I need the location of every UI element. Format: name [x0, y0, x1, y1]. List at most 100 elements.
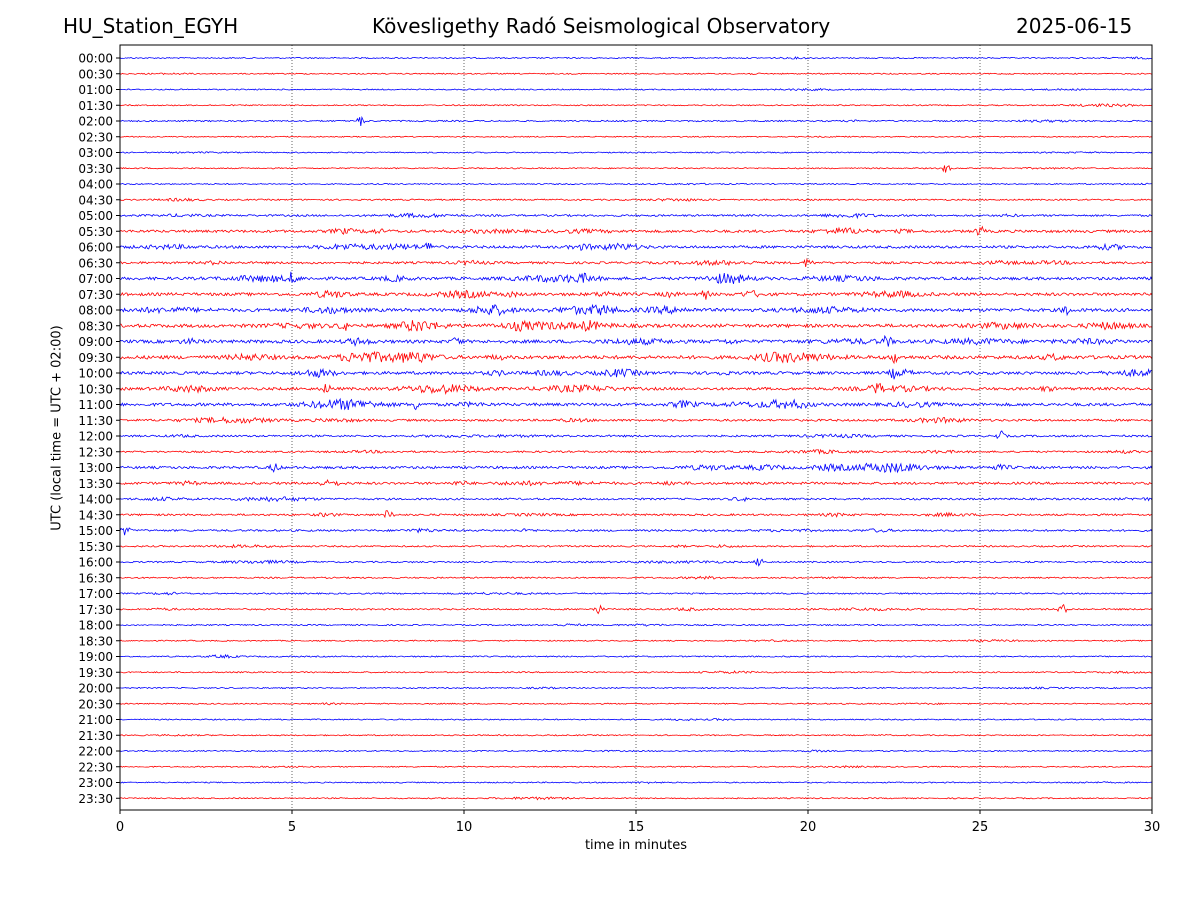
- trace-2030: [119, 702, 1153, 706]
- y-tick-label: 17:00: [78, 587, 113, 601]
- y-tick-label: 12:00: [78, 430, 113, 444]
- x-tick-label: 0: [116, 820, 124, 835]
- y-tick-label: 10:30: [78, 382, 113, 396]
- y-tick-label: 23:00: [78, 776, 113, 790]
- y-tick-label: 21:30: [78, 729, 113, 743]
- y-tick-label: 15:00: [78, 524, 113, 538]
- y-tick-label: 01:00: [78, 83, 113, 97]
- y-tick-label: 04:30: [78, 193, 113, 207]
- trace-0900: [119, 334, 1153, 347]
- trace-0300: [119, 151, 1153, 154]
- y-tick-label: 02:00: [78, 115, 113, 129]
- y-tick-label: 11:30: [78, 414, 113, 428]
- trace-1430: [119, 510, 1153, 519]
- y-tick-label: 22:30: [78, 760, 113, 774]
- y-tick-label: 05:30: [78, 225, 113, 239]
- x-tick-label: 5: [288, 820, 296, 835]
- trace-0800: [119, 303, 1153, 317]
- trace-1900: [119, 653, 1153, 659]
- y-tick-label: 00:30: [78, 67, 113, 81]
- trace-1930: [120, 670, 1153, 674]
- trace-0700: [119, 271, 1153, 285]
- x-axis-label: time in minutes: [584, 838, 688, 853]
- trace-0830: [120, 319, 1153, 333]
- station-label: HU_Station_EGYH: [63, 14, 239, 38]
- y-tick-label: 03:30: [78, 162, 113, 176]
- y-tick-label: 08:00: [78, 304, 113, 318]
- y-tick-label: 14:00: [78, 493, 113, 507]
- trace-2330: [119, 796, 1153, 801]
- trace-1730: [119, 603, 1153, 615]
- trace-0430: [119, 197, 1153, 202]
- trace-0600: [119, 242, 1153, 251]
- trace-0500: [119, 212, 1153, 220]
- y-tick-label: 12:30: [78, 445, 113, 459]
- y-tick-label: 10:00: [78, 367, 113, 381]
- y-tick-label: 17:30: [78, 603, 113, 617]
- trace-1000: [119, 367, 1153, 380]
- trace-1300: [119, 462, 1153, 474]
- y-tick-label: 11:00: [78, 398, 113, 412]
- y-tick-label: 13:30: [78, 477, 113, 491]
- trace-2200: [119, 749, 1153, 753]
- trace-1830: [119, 638, 1153, 643]
- y-tick-label: 03:00: [78, 146, 113, 160]
- y-tick-label: 23:30: [78, 792, 113, 806]
- trace-0530: [119, 225, 1153, 236]
- y-tick-label: 18:00: [78, 619, 113, 633]
- seismic-traces: [119, 56, 1153, 801]
- y-tick-label: 14:30: [78, 508, 113, 522]
- trace-0100: [119, 87, 1153, 92]
- trace-0400: [119, 182, 1153, 186]
- x-tick-label: 20: [800, 820, 817, 835]
- trace-0930: [119, 350, 1153, 365]
- date-label: 2025-06-15: [1016, 14, 1133, 38]
- trace-0330: [119, 165, 1153, 173]
- y-tick-label: 05:00: [78, 209, 113, 223]
- y-tick-label: 21:00: [78, 713, 113, 727]
- x-tick-label: 15: [628, 820, 645, 835]
- trace-1530: [119, 543, 1153, 549]
- trace-2130: [119, 733, 1153, 737]
- trace-0030: [119, 72, 1153, 76]
- y-tick-label: 08:30: [78, 319, 113, 333]
- y-tick-label: 18:30: [78, 634, 113, 648]
- y-axis-label: UTC (local time = UTC + 02:00): [49, 325, 65, 531]
- trace-1630: [119, 575, 1153, 580]
- trace-2000: [119, 686, 1153, 690]
- y-tick-label: 19:00: [78, 650, 113, 664]
- x-axis-ticks: 0 5 10 15 20 25 30: [116, 810, 1160, 835]
- y-tick-label: 04:00: [78, 178, 113, 192]
- trace-1400: [119, 496, 1153, 503]
- trace-0730: [119, 289, 1153, 300]
- trace-1500: [119, 527, 1153, 536]
- trace-0000: [119, 56, 1152, 60]
- y-tick-label: 06:30: [78, 256, 113, 270]
- trace-1800: [119, 623, 1153, 627]
- y-tick-label: 07:30: [78, 288, 113, 302]
- y-tick-label: 22:00: [78, 745, 113, 759]
- y-tick-label: 20:30: [78, 697, 113, 711]
- y-tick-label: 16:00: [78, 556, 113, 570]
- x-tick-label: 25: [972, 820, 989, 835]
- trace-2230: [119, 765, 1153, 769]
- y-tick-label: 13:00: [78, 461, 113, 475]
- trace-1700: [119, 591, 1153, 596]
- trace-0630: [119, 257, 1153, 268]
- x-tick-label: 10: [456, 820, 473, 835]
- y-tick-label: 06:00: [78, 241, 113, 255]
- y-tick-label: 16:30: [78, 571, 113, 585]
- y-tick-label: 19:30: [78, 666, 113, 680]
- y-tick-label: 20:00: [78, 682, 113, 696]
- y-tick-label: 02:30: [78, 130, 113, 144]
- y-tick-label: 15:30: [78, 540, 113, 554]
- y-tick-label: 01:30: [78, 99, 113, 113]
- grid-lines: [291, 45, 981, 810]
- y-tick-label: 07:00: [78, 272, 113, 286]
- trace-1230: [119, 448, 1153, 455]
- trace-0130: [119, 103, 1153, 108]
- trace-1200: [119, 430, 1153, 440]
- trace-1600: [119, 558, 1153, 567]
